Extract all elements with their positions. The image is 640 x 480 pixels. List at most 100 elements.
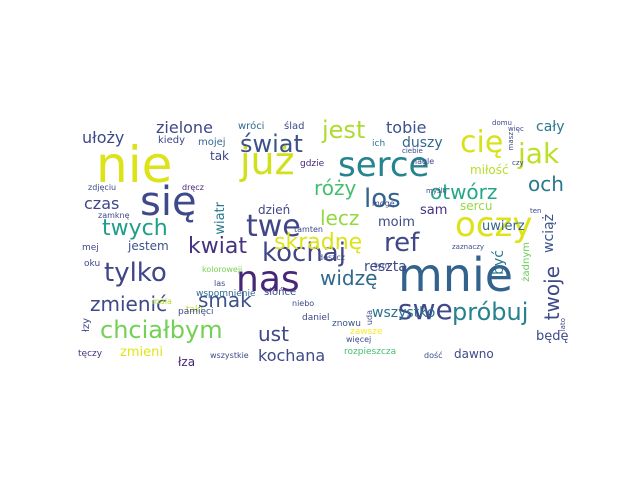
cloud-word: mojej <box>198 137 226 148</box>
cloud-word: dawno <box>454 347 494 361</box>
cloud-word: och <box>528 172 564 196</box>
cloud-word: jak <box>518 137 560 170</box>
cloud-word: daniel <box>302 313 330 323</box>
cloud-word: wciąż <box>541 214 557 253</box>
cloud-word: czas <box>84 194 120 213</box>
cloud-word: kiedy <box>158 135 185 146</box>
cloud-word: łzy <box>81 318 92 333</box>
cloud-word: jestem <box>128 239 169 253</box>
cloud-word: tobie <box>386 118 427 137</box>
cloud-word: nagle <box>412 157 435 166</box>
cloud-word: wspomnienie <box>196 289 256 299</box>
cloud-word: ref <box>384 228 420 258</box>
cloud-word: kochana <box>258 346 326 365</box>
cloud-word: mała <box>152 297 172 306</box>
cloud-word: tylko <box>104 258 167 288</box>
cloud-word: lato <box>559 318 567 332</box>
cloud-word: zielone <box>156 118 213 137</box>
cloud-word: mogę <box>372 199 395 208</box>
cloud-word: ciebie <box>402 147 423 155</box>
cloud-word: zmieni <box>120 345 163 360</box>
cloud-word: moim <box>378 215 415 230</box>
cloud-word: niebo <box>292 299 315 308</box>
cloud-word: tamten <box>294 225 323 234</box>
cloud-word: kochaj <box>262 238 346 268</box>
cloud-word: mnie <box>398 248 514 302</box>
cloud-word: zawsze <box>350 327 383 337</box>
cloud-word: nas <box>236 259 300 300</box>
cloud-word: domu <box>492 119 512 127</box>
cloud-word: ust <box>258 322 289 346</box>
cloud-word: masz <box>507 132 515 151</box>
cloud-word: ich <box>372 139 386 149</box>
cloud-word: twoje <box>540 266 564 321</box>
cloud-word: serce <box>338 145 430 185</box>
cloud-word: zamknę <box>98 211 130 220</box>
cloud-word: zdjęciu <box>88 183 117 192</box>
cloud-word: zaznaczy <box>452 243 485 251</box>
cloud-word: jest <box>322 116 366 144</box>
cloud-word: słońce <box>264 287 297 298</box>
cloud-word: pamięci <box>178 307 214 317</box>
cloud-word: wszystkie <box>210 351 249 360</box>
cloud-word: wróci <box>238 121 265 132</box>
cloud-word: uda <box>365 310 374 326</box>
cloud-word: ślad <box>284 121 305 132</box>
cloud-word: twych <box>102 216 168 241</box>
cloud-word: znowu <box>332 319 361 329</box>
cloud-word: las <box>214 279 226 288</box>
cloud-word: już <box>240 139 295 183</box>
cloud-word: wszystko <box>372 305 436 321</box>
cloud-word: łza <box>178 355 196 369</box>
cloud-word: oczy <box>455 205 533 245</box>
cloud-word: rozpieszcza <box>344 347 397 357</box>
cloud-word: ten <box>530 207 542 215</box>
cloud-word: smak <box>198 288 252 312</box>
cloud-word: cię <box>460 125 504 160</box>
cloud-word: tym <box>374 261 390 270</box>
cloud-word: róży <box>314 176 357 200</box>
cloud-word: dość <box>424 351 443 360</box>
cloud-word: więc <box>508 125 524 133</box>
cloud-word: koloroweji <box>202 265 243 274</box>
cloud-word: skradnę <box>274 230 363 255</box>
cloud-word: tęczy <box>78 349 103 359</box>
cloud-word: będę <box>536 329 569 344</box>
cloud-word: wiatr <box>213 202 228 235</box>
cloud-word: uwierz <box>482 219 525 234</box>
cloud-word: ułoży <box>82 128 125 147</box>
cloud-word: duszy <box>402 135 443 151</box>
cloud-word: widzę <box>320 266 378 290</box>
cloud-word: zmienić <box>90 292 168 316</box>
cloud-word: gdzie <box>300 159 325 169</box>
cloud-word: taki <box>186 305 203 315</box>
cloud-word: próbuj <box>452 298 529 326</box>
cloud-word: się <box>140 179 197 225</box>
cloud-word: reszta <box>364 259 407 275</box>
cloud-word: miłość <box>470 163 509 177</box>
cloud-word: deszcz <box>318 253 345 262</box>
cloud-word: oku <box>84 259 101 269</box>
cloud-word: myślę <box>426 187 447 195</box>
cloud-word: sercu <box>460 199 493 213</box>
cloud-word: los <box>364 184 401 214</box>
cloud-word: mej <box>82 243 99 253</box>
cloud-word: dzień <box>258 203 291 217</box>
cloud-word: świat <box>240 130 303 158</box>
cloud-word: tak <box>210 149 230 163</box>
cloud-word: więcej <box>346 335 372 344</box>
cloud-word: kwiat <box>188 234 247 259</box>
cloud-word: chciałbym <box>100 316 223 344</box>
cloud-word: lecz <box>320 206 360 230</box>
cloud-word: nie <box>96 136 173 194</box>
cloud-word: sam <box>420 203 448 218</box>
cloud-word: otwórz <box>430 180 498 204</box>
cloud-word: być <box>491 250 507 275</box>
cloud-word: swe <box>398 293 453 326</box>
cloud-word: dręcz <box>182 183 204 192</box>
cloud-word: czy <box>512 159 524 167</box>
cloud-word: żadnym <box>521 242 532 282</box>
cloud-word: cały <box>536 119 565 135</box>
cloud-word: twe <box>246 209 301 244</box>
